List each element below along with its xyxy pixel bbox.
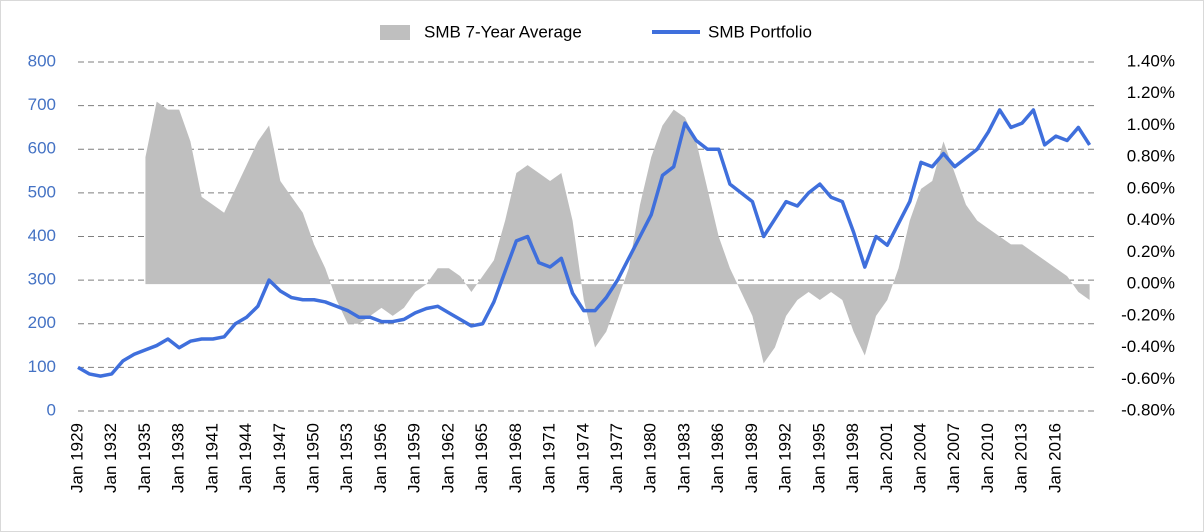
x-tick-label: Jan 1992 (776, 423, 795, 493)
area (145, 101, 1090, 364)
y2-tick-label: 0.20% (1127, 242, 1175, 261)
y2-tick-label: -0.20% (1121, 305, 1175, 324)
x-tick-label: Jan 2013 (1012, 423, 1031, 493)
x-tick-label: Jan 1947 (270, 423, 289, 493)
x-tick-label: Jan 1935 (135, 423, 154, 493)
x-tick-label: Jan 1989 (742, 423, 761, 493)
x-tick-label: Jan 1962 (438, 423, 457, 493)
y2-tick-label: 0.00% (1127, 274, 1175, 293)
x-tick-label: Jan 1932 (101, 423, 120, 493)
x-tick-label: Jan 1953 (337, 423, 356, 493)
y2-tick-label: -0.60% (1121, 369, 1175, 388)
x-tick-label: Jan 1971 (540, 423, 559, 493)
x-tick-label: Jan 1986 (708, 423, 727, 493)
line (77, 108, 1092, 378)
y2-tick-label: -0.40% (1121, 337, 1175, 356)
x-tick-label: Jan 2007 (944, 423, 963, 493)
y2-tick-label: 1.40% (1127, 51, 1175, 70)
y2-tick-label: 0.60% (1127, 178, 1175, 197)
y-tick-label: 100 (28, 357, 56, 376)
x-tick-label: Jan 1974 (573, 423, 592, 493)
y2-tick-label: 0.40% (1127, 210, 1175, 229)
legend-swatch (380, 25, 410, 40)
x-tick-label: Jan 1959 (405, 423, 424, 493)
x-tick-label: Jan 1950 (304, 423, 323, 493)
x-tick-label: Jan 1944 (236, 423, 255, 493)
x-tick-label: Jan 1980 (641, 423, 660, 493)
y-tick-label: 200 (28, 313, 56, 332)
x-tick-label: Jan 2016 (1045, 423, 1064, 493)
y-tick-label: 700 (28, 95, 56, 114)
x-tick-label: Jan 1968 (506, 423, 525, 493)
x-tick-label: Jan 1965 (472, 423, 491, 493)
y-tick-label: 0 (47, 400, 56, 419)
x-tick-label: Jan 2010 (978, 423, 997, 493)
x-tick-label: Jan 1956 (371, 423, 390, 493)
legend-label: SMB Portfolio (708, 22, 812, 41)
x-tick-label: Jan 1938 (169, 423, 188, 493)
x-tick-label: Jan 1998 (843, 423, 862, 493)
x-tick-label: Jan 1983 (674, 423, 693, 493)
y-tick-label: 500 (28, 182, 56, 201)
y2-tick-label: 1.20% (1127, 83, 1175, 102)
x-tick-label: Jan 1995 (809, 423, 828, 493)
x-tick-label: Jan 1929 (67, 423, 86, 493)
y2-tick-label: -0.80% (1121, 400, 1175, 419)
y2-tick-label: 0.80% (1127, 147, 1175, 166)
y-tick-label: 600 (28, 139, 56, 158)
x-tick-label: Jan 1977 (607, 423, 626, 493)
legend-label: SMB 7-Year Average (424, 22, 582, 41)
x-tick-label: Jan 2004 (910, 423, 929, 493)
y-tick-label: 300 (28, 270, 56, 289)
x-tick-label: Jan 1941 (202, 423, 221, 493)
y-tick-label: 800 (28, 51, 56, 70)
x-tick-label: Jan 2001 (877, 423, 896, 493)
y-tick-label: 400 (28, 226, 56, 245)
y2-tick-label: 1.00% (1127, 115, 1175, 134)
